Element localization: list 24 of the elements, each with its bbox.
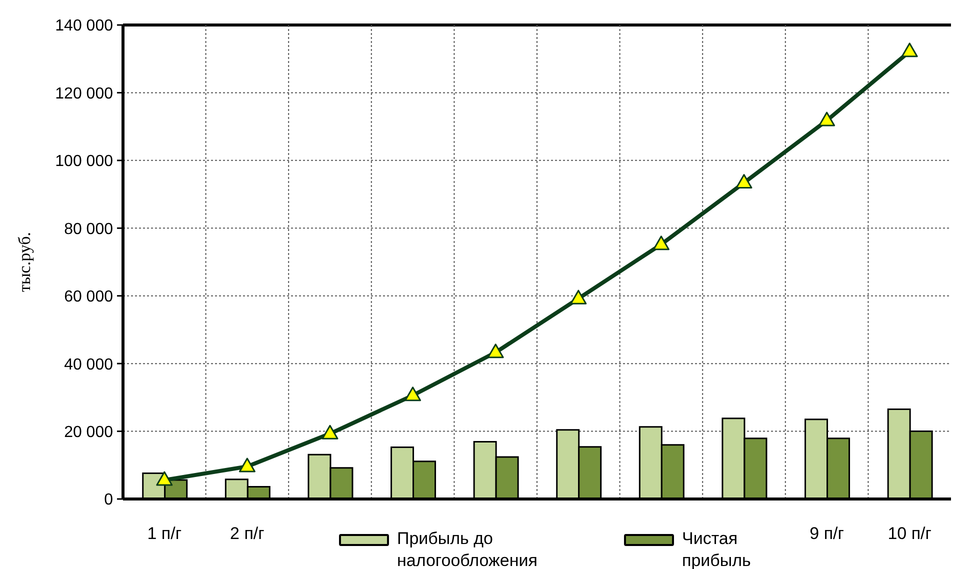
y-tick-label: 140 000 — [55, 18, 114, 35]
point — [404, 386, 422, 402]
y-axis-title: тыс.руб. — [15, 232, 34, 292]
point — [736, 174, 752, 189]
point — [570, 290, 587, 304]
point — [156, 471, 173, 486]
legend-label: Прибыль до налогообложения — [397, 528, 538, 569]
y-tick-label: 20 000 — [64, 424, 114, 441]
x-tick-label: 9 п/г — [810, 524, 844, 544]
y-tick-label: 0 — [104, 492, 114, 509]
point — [487, 344, 504, 358]
point — [901, 42, 918, 58]
y-tick-label: 100 000 — [55, 153, 114, 170]
point — [322, 424, 338, 440]
y-tick-label: 60 000 — [64, 288, 114, 306]
x-tick-label: 1 п/г — [147, 524, 182, 544]
point — [652, 236, 670, 250]
x-tick-label: 2 п/г — [230, 524, 264, 544]
point — [818, 112, 836, 126]
y-tick-label: 120 000 — [55, 85, 114, 102]
x-tick-label: 10 п/г — [888, 524, 932, 544]
point — [238, 458, 256, 472]
y-tick-label: 40 000 — [64, 356, 114, 374]
y-tick-label: 80 000 — [64, 220, 114, 238]
